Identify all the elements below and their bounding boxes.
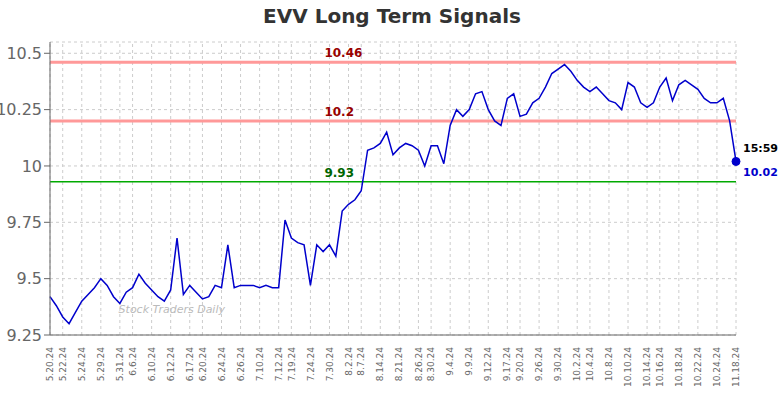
svg-text:7.30.24: 7.30.24 [325, 347, 335, 382]
svg-text:7.12.24: 7.12.24 [274, 347, 284, 382]
svg-text:5.22.24: 5.22.24 [58, 347, 68, 382]
svg-text:10.16.24: 10.16.24 [655, 347, 665, 387]
svg-text:9.25: 9.25 [8, 326, 42, 345]
svg-text:15:59: 15:59 [743, 142, 776, 155]
svg-text:10.2: 10.2 [324, 105, 354, 119]
svg-text:9.93: 9.93 [324, 166, 354, 180]
svg-text:10.46: 10.46 [324, 46, 362, 60]
html-text:EVV Long Term Signals: EVV Long Term Signals [263, 4, 521, 28]
svg-text:6.26.24: 6.26.24 [236, 347, 246, 382]
svg-text:10.4.24: 10.4.24 [585, 347, 595, 382]
svg-text:9.17.24: 9.17.24 [502, 347, 512, 382]
svg-text:8.26.24: 8.26.24 [414, 347, 424, 382]
svg-text:8.14.24: 8.14.24 [375, 347, 385, 382]
svg-text:8.21.24: 8.21.24 [395, 347, 405, 382]
svg-text:10.2.24: 10.2.24 [572, 347, 582, 382]
svg-text:5.31.24: 5.31.24 [115, 347, 125, 382]
html-text:Stock Traders Daily: Stock Traders Daily [118, 303, 225, 317]
svg-text:10.14.24: 10.14.24 [642, 347, 652, 387]
svg-text:10.10.24: 10.10.24 [623, 347, 633, 387]
svg-text:8.7.24: 8.7.24 [356, 347, 366, 376]
svg-text:11.18.24: 11.18.24 [731, 347, 741, 387]
svg-text:9.12.24: 9.12.24 [483, 347, 493, 382]
svg-text:10.18.24: 10.18.24 [674, 347, 684, 387]
svg-text:9.9.24: 9.9.24 [464, 347, 474, 376]
svg-text:9.5: 9.5 [17, 269, 42, 288]
svg-text:7.19.24: 7.19.24 [287, 347, 297, 382]
svg-text:6.24.24: 6.24.24 [217, 347, 227, 382]
svg-text:9.4.24: 9.4.24 [445, 347, 455, 376]
svg-text:6.6.24: 6.6.24 [128, 347, 138, 376]
svg-text:7.10.24: 7.10.24 [255, 347, 265, 382]
svg-text:9.26.24: 9.26.24 [534, 347, 544, 382]
svg-text:5.20.24: 5.20.24 [45, 347, 55, 382]
svg-text:10.25: 10.25 [8, 100, 42, 119]
svg-text:10.02: 10.02 [743, 166, 776, 179]
svg-text:5.24.24: 5.24.24 [77, 347, 87, 382]
svg-text:10.5: 10.5 [8, 44, 42, 63]
svg-text:10.8.24: 10.8.24 [604, 347, 614, 382]
svg-text:6.10.24: 6.10.24 [147, 347, 157, 382]
svg-text:6.17.24: 6.17.24 [185, 347, 195, 382]
svg-text:8.2.24: 8.2.24 [344, 347, 354, 376]
svg-text:10: 10 [22, 157, 42, 176]
svg-text:10.24.24: 10.24.24 [712, 347, 722, 387]
svg-text:6.12.24: 6.12.24 [166, 347, 176, 382]
svg-text:10.22.24: 10.22.24 [693, 347, 703, 387]
svg-text:7.24.24: 7.24.24 [306, 347, 316, 382]
svg-text:9.20.24: 9.20.24 [515, 347, 525, 382]
svg-text:9.30.24: 9.30.24 [553, 347, 563, 382]
svg-text:8.30.24: 8.30.24 [426, 347, 436, 382]
svg-text:6.20.24: 6.20.24 [198, 347, 208, 382]
svg-text:9.75: 9.75 [8, 213, 42, 232]
svg-text:5.29.24: 5.29.24 [96, 347, 106, 382]
